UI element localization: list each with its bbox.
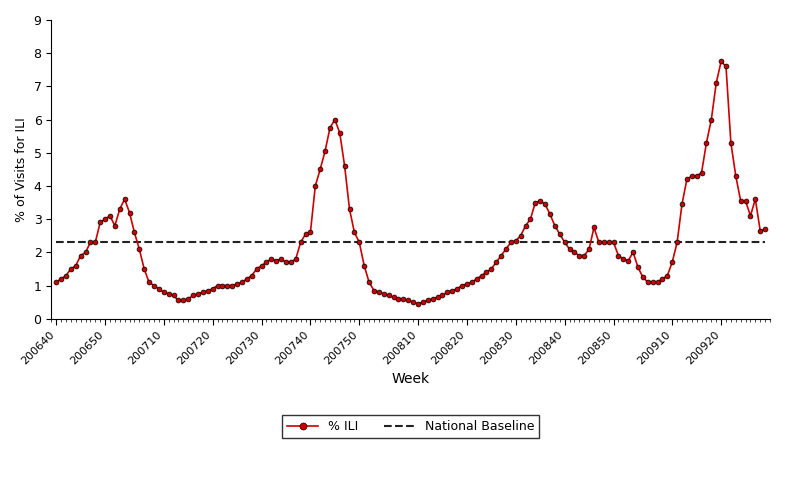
Legend: % ILI, National Baseline: % ILI, National Baseline bbox=[282, 415, 539, 438]
X-axis label: Week: Week bbox=[392, 372, 429, 386]
Y-axis label: % of Visits for ILI: % of Visits for ILI bbox=[15, 117, 28, 222]
